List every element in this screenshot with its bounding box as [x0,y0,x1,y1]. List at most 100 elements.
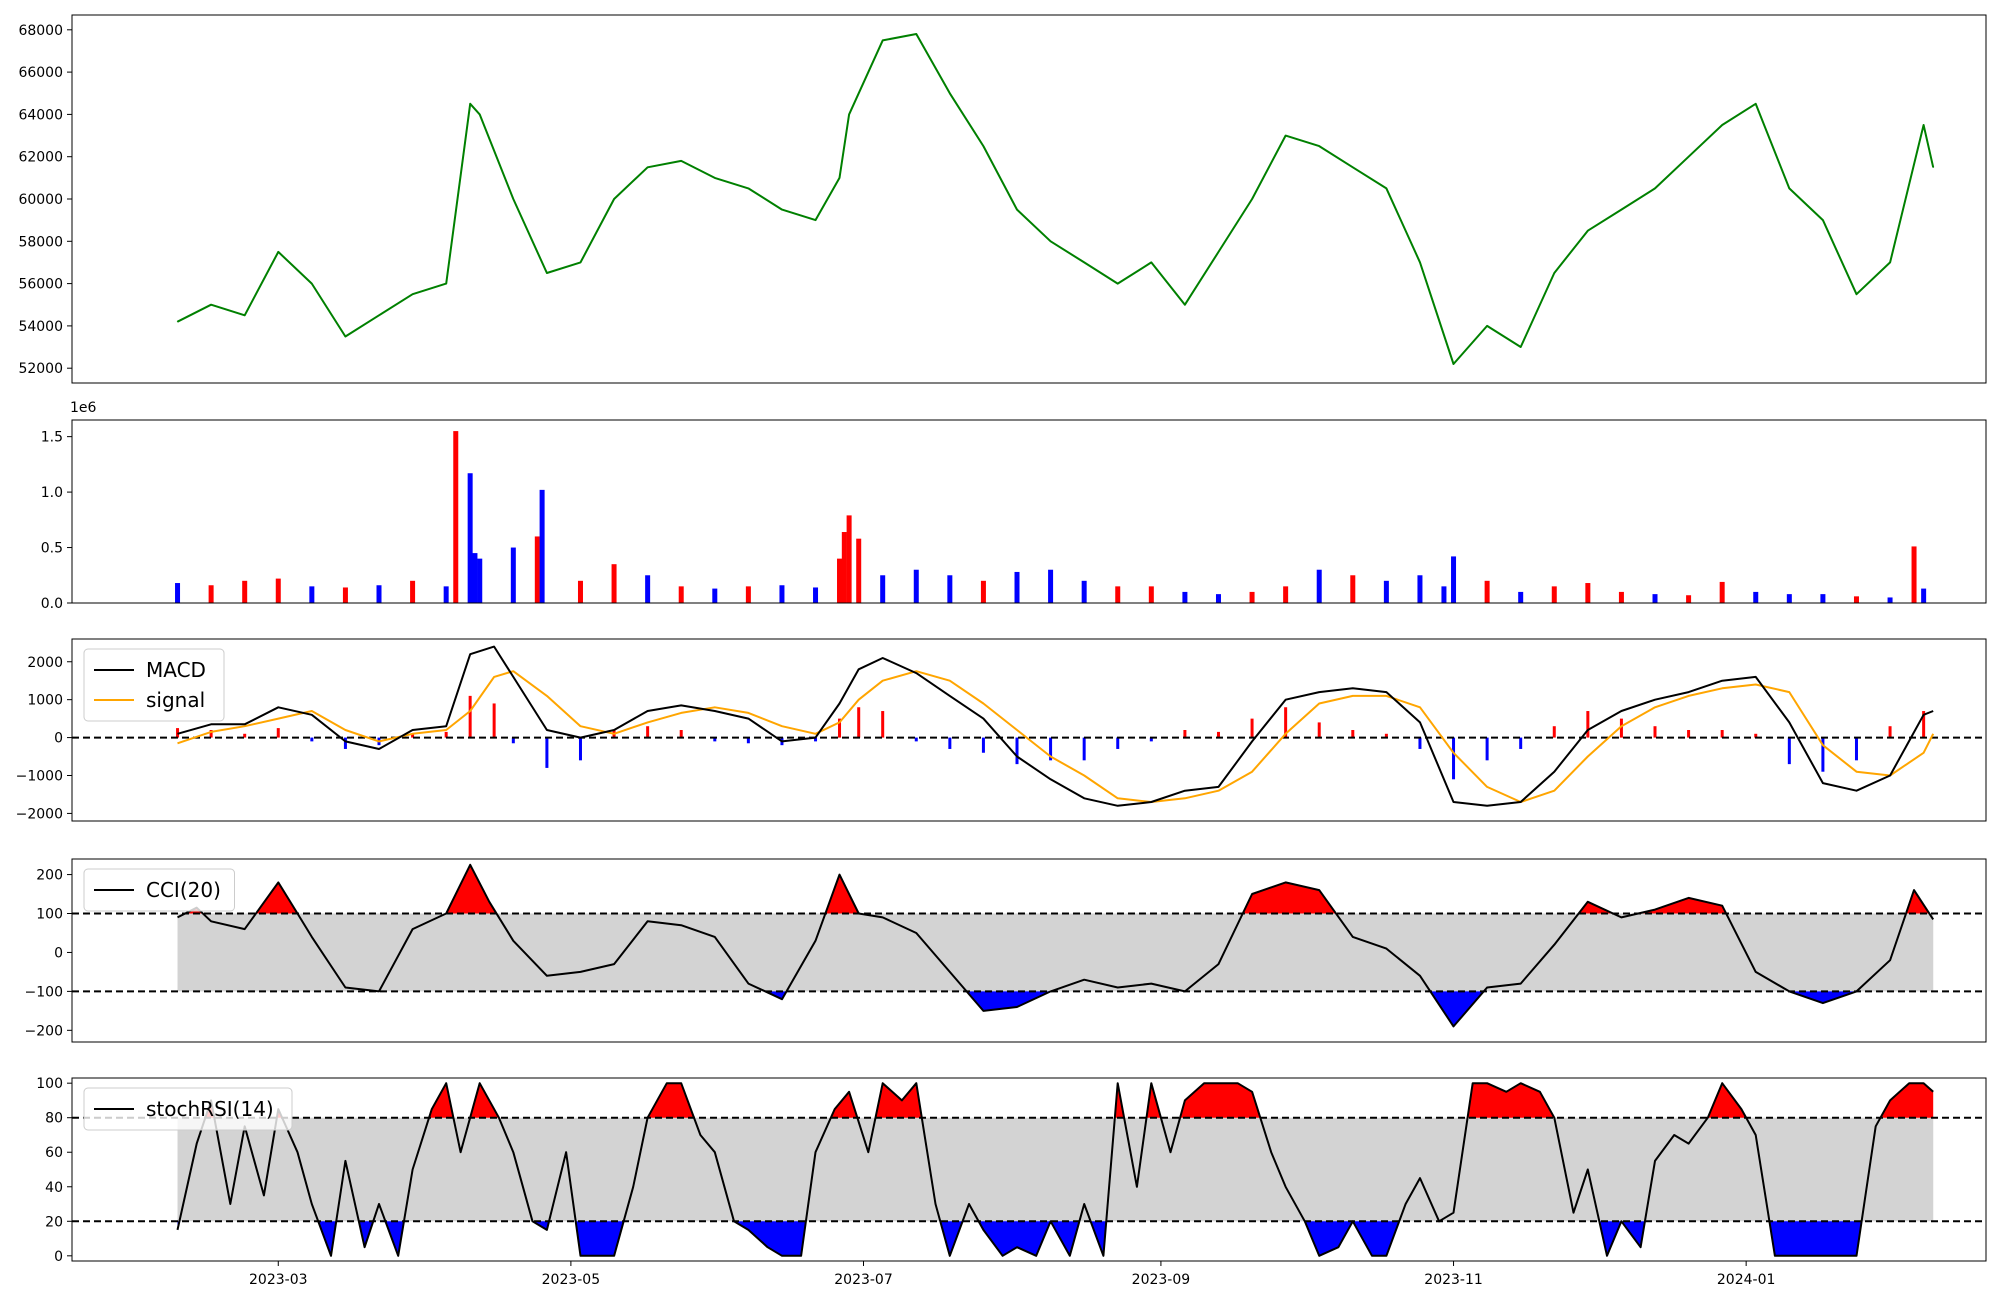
price-point [1687,156,1690,158]
price-point [1184,304,1186,306]
stochrsi-oversold-fill [1304,1221,1353,1256]
stochrsi-oversold-fill [575,1221,624,1256]
price-point [1788,187,1790,190]
cci-line [177,863,1935,1028]
macd-histogram-bar [1082,737,1086,761]
volume-bar [947,575,953,603]
price-point [579,261,582,264]
volume-bar [472,553,478,603]
stochrsi-ytick-label: 60 [45,1145,63,1161]
volume-bar [534,536,540,603]
stochrsi-overbought-fill [647,1083,694,1118]
stochrsi-oversold-fill [734,1221,806,1256]
macd-histogram-bar [679,730,683,738]
volume-exponent-label: 1e6 [70,400,97,416]
price-point [1083,261,1085,264]
macd-histogram-bar [857,707,861,738]
volume-bar [1618,591,1624,603]
price-point [1251,198,1253,200]
volume-bar [477,558,483,603]
macd-histogram-bar [1888,726,1892,738]
price-point [469,103,471,105]
stochrsi-overbought-fill [1707,1083,1747,1118]
price-point [814,219,817,221]
volume-bar [645,575,651,603]
macd-ytick-label: 1000 [27,693,63,709]
volume-bar [1014,571,1020,603]
volume-bar [1417,575,1423,603]
cci-legend-label: CCI(20) [146,878,221,902]
volume-bar [712,588,718,603]
cci-oversold-fill [1430,991,1484,1027]
macd-histogram-bar [1116,737,1120,749]
macd-legend-label: MACD [146,658,206,682]
cci-frame [71,858,1987,1043]
volume-bar [678,586,684,603]
volume-bar [1911,546,1917,603]
cci-oversold-fill [1789,991,1857,1004]
macd-histogram-bar [1015,737,1019,765]
stochrsi-ytick-label: 80 [45,1111,63,1127]
macd-histogram-bar [492,703,496,738]
macd-histogram-bar [746,737,750,744]
cci-legend-box [83,868,235,912]
cci-overbought-fill [1242,882,1336,914]
price-point [949,92,951,94]
price-point [1654,187,1656,190]
price-point [613,198,615,200]
volume-bar [1921,588,1927,603]
volume-ytick-label: 1.5 [41,430,63,446]
macd-panel: −2000 −1000 0 1000 2000 MACD signal [16,638,1987,822]
cci-ytick-label: 0 [54,945,63,961]
volume-bar [1383,580,1389,603]
stochrsi-oversold-fill [1352,1221,1400,1256]
price-point [1352,166,1354,168]
stochrsi-legend-label: stochRSI(14) [146,1097,274,1121]
price-point [244,314,246,316]
macd-histogram-bar [444,731,448,738]
price-ytick-label: 62000 [18,150,63,166]
volume-bar [175,583,181,603]
macd-histogram-bar [1351,730,1355,738]
price-point [1150,261,1152,264]
macd-histogram-bar [1216,731,1220,738]
macd-histogram-bar [1284,707,1288,738]
volume-bar [1518,591,1524,603]
cci-ytick-label: −200 [25,1023,63,1039]
macd-histogram-bar [881,711,885,738]
price-point [1419,261,1421,264]
stochrsi-ytick-label: 100 [36,1076,63,1092]
volume-bar [611,564,617,603]
macd-histogram-bar [1452,737,1456,780]
macd-histogram-bar [1418,737,1422,749]
price-point [378,314,380,316]
macd-legend-label: signal [146,688,205,712]
volume-bar [1786,594,1792,603]
volume-bar [1484,580,1490,603]
macd-histogram-bar [343,737,347,749]
macd-histogram-bar [511,737,515,744]
price-point [747,187,749,190]
cci-oversold-fill [966,991,1051,1011]
macd-histogram-bar [310,737,314,742]
price-point [1755,103,1757,105]
volume-bar [1350,575,1356,603]
price-point [1117,282,1119,285]
volume-bar [1686,595,1692,603]
volume-bar [856,538,862,603]
volume-bar [1182,591,1188,603]
volume-ytick-label: 0.5 [41,541,63,557]
macd-histogram-bar [578,737,582,761]
price-point [445,282,447,285]
stochrsi-overbought-fill [1880,1083,1934,1118]
price-point [1932,166,1934,168]
price-point [1016,208,1018,211]
price-point [210,304,212,306]
macd-histogram-bar [1250,718,1254,738]
x-tick-label: 2023-09 [1132,1272,1191,1288]
stochrsi-ytick-label: 0 [54,1249,63,1265]
volume-bar [913,569,919,603]
stochrsi-oversold-fill [1769,1221,1862,1256]
price-point [1553,272,1555,274]
